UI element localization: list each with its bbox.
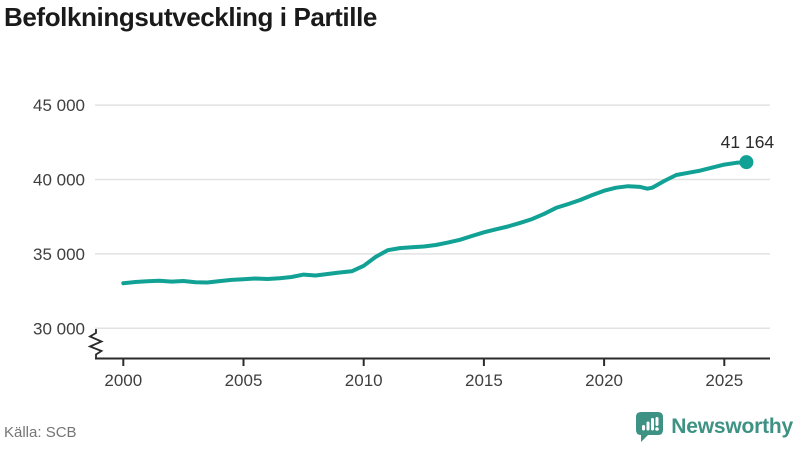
y-axis-tick-label: 45 000 [33,96,85,115]
latest-value-point [739,155,754,170]
x-axis-tick-label: 2010 [345,371,383,390]
newsworthy-speech-bubble-icon [636,412,664,442]
x-axis-tick-label: 2015 [465,371,503,390]
exclamation-dot [655,427,660,431]
bar-chart-bar-small [642,425,646,431]
source-credit: Källa: SCB [4,424,77,441]
exclamation-bar [655,417,659,426]
y-axis-tick-label: 40 000 [33,171,85,190]
population-line-series [121,160,749,286]
x-axis-tick-label: 2025 [705,371,743,390]
x-axis-tick-label: 2005 [225,371,263,390]
chart-title: Befolkningsutveckling i Partille [4,2,377,32]
latest-value-label: 41 164 [721,132,775,152]
y-axis-tick-label: 30 000 [33,319,85,338]
bar-chart-bar-tall [651,418,655,431]
newsworthy-wordmark: Newsworthy [671,415,793,438]
x-axis-tick-label: 2020 [585,371,623,390]
newsworthy-logo: Newsworthy [635,411,793,443]
x-axis-tick-label: 2000 [104,371,142,390]
y-axis-break-icon [87,329,104,358]
bar-chart-bar-medium [646,421,650,431]
y-axis-tick-label: 35 000 [33,245,85,264]
